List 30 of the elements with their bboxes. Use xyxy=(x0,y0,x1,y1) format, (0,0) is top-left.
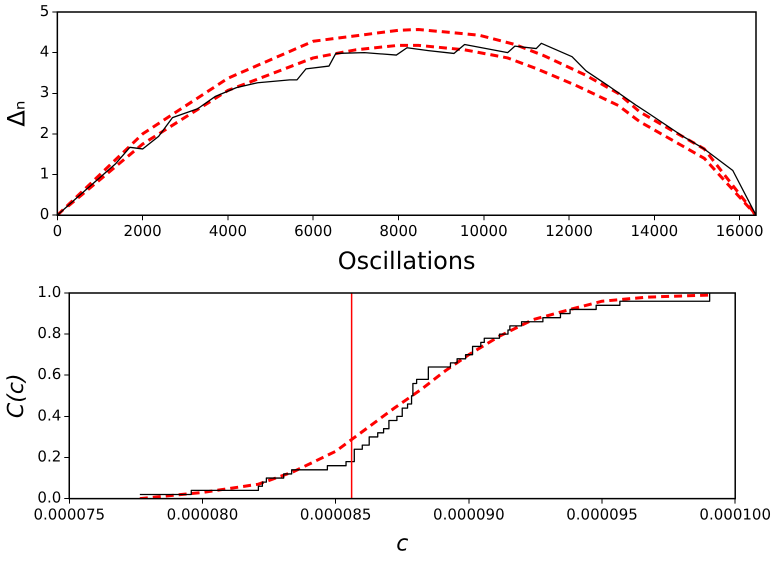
x-tick-label: 8000 xyxy=(379,222,418,240)
x-tick-label: 0.000100 xyxy=(699,505,772,524)
x-tick-label: 0.000085 xyxy=(300,505,372,524)
y-tick-label: 2 xyxy=(40,124,50,142)
y-tick-label: 0.4 xyxy=(37,406,62,424)
x-tick-label: 10000 xyxy=(460,222,508,240)
x-tick-label: 4000 xyxy=(208,222,248,240)
y-tick-label: 1.0 xyxy=(37,282,62,301)
y-tick-label: 3 xyxy=(40,83,50,102)
x-tick-label: 0.000090 xyxy=(433,505,505,524)
y-tick-label: 0 xyxy=(40,205,50,224)
x-tick-label: 14000 xyxy=(630,222,678,240)
x-tick-label: 16000 xyxy=(716,222,764,240)
x-tick-label: 0.000080 xyxy=(166,505,238,524)
x-axis-title: Oscillations xyxy=(338,246,476,275)
x-tick-label: 6000 xyxy=(294,222,332,240)
y-tick-label: 0.8 xyxy=(37,324,62,342)
y-tick-label: 0.6 xyxy=(37,365,62,384)
y-tick-label: 4 xyxy=(40,42,50,61)
x-axis-title: c xyxy=(396,532,408,557)
x-tick-label: 12000 xyxy=(545,222,593,240)
x-tick-label: 0.000075 xyxy=(33,505,106,524)
y-axis-title: C(c) xyxy=(4,373,29,418)
y-tick-label: 0.0 xyxy=(37,488,62,506)
x-tick-label: 0.000095 xyxy=(566,505,638,524)
x-tick-label: 2000 xyxy=(124,222,162,240)
y-axis-title: Δₙ xyxy=(2,100,31,127)
y-tick-label: 0.2 xyxy=(37,447,62,466)
y-tick-label: 1 xyxy=(40,164,50,182)
y-tick-label: 5 xyxy=(40,2,50,20)
